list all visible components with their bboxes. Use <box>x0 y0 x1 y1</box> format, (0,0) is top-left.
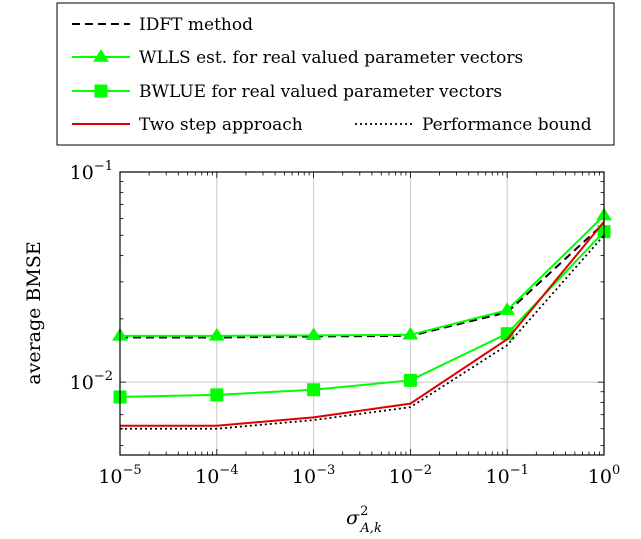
data-point <box>403 373 417 387</box>
series-line <box>120 214 605 337</box>
series-line <box>119 230 605 398</box>
data-point <box>305 327 322 341</box>
data-point <box>307 383 321 397</box>
legend-label: Two step approach <box>139 115 303 135</box>
plot-frame <box>119 171 605 456</box>
legend-label: Performance bound <box>422 115 592 135</box>
grid <box>120 172 604 455</box>
x-tick-label: 10−4 <box>195 463 238 488</box>
series-layer <box>112 207 612 430</box>
legend-box <box>56 2 615 146</box>
x-axis-label-sup: 2 <box>360 504 368 519</box>
y-axis-label: average BMSE <box>23 241 45 384</box>
legend-marker <box>93 49 109 62</box>
legend-label: BWLUE for real valued parameter vectors <box>139 82 502 102</box>
x-axis-label-sub: A,k <box>359 521 382 536</box>
series-line <box>120 234 605 430</box>
x-tick-label: 10−2 <box>389 463 432 488</box>
legend-entry: BWLUE for real valued parameter vectors <box>72 82 502 102</box>
legend-entry: WLLS est. for real valued parameter vect… <box>72 48 523 68</box>
y-tick-labels: 10−2 10−1 <box>70 159 113 394</box>
plot-area: 10−5 10−4 10−3 10−2 10−1 100 10−2 10−1 <box>70 159 621 488</box>
x-axis-label: σ2 A,k <box>346 504 382 536</box>
legend-label: WLLS est. for real valued parameter vect… <box>139 48 523 68</box>
x-tick-label: 10−3 <box>292 463 335 488</box>
y-tick-label: 10−2 <box>70 369 113 394</box>
legend-marker <box>94 84 108 98</box>
series-3 <box>120 221 605 427</box>
series-line <box>120 221 605 427</box>
series-4 <box>120 234 605 430</box>
x-axis-label-base: σ <box>346 507 360 529</box>
y-tick-label: 10−1 <box>70 159 113 184</box>
data-point <box>208 327 225 341</box>
legend: IDFT method WLLS est. for real valued par… <box>56 2 615 146</box>
series-0 <box>120 222 605 339</box>
legend-entry: IDFT method <box>72 15 253 35</box>
series-1 <box>112 207 612 341</box>
series-2 <box>113 225 611 404</box>
legend-entry: Performance bound <box>355 115 592 135</box>
data-point <box>210 388 224 402</box>
x-tick-labels: 10−5 10−4 10−3 10−2 10−1 100 <box>98 463 620 488</box>
legend-entry: Two step approach <box>72 115 303 135</box>
x-tick-label: 100 <box>588 463 620 488</box>
minor-ticks <box>119 172 604 455</box>
series-line <box>120 222 605 339</box>
data-point <box>499 302 516 315</box>
data-point <box>402 326 419 340</box>
legend-label: IDFT method <box>139 15 253 35</box>
x-tick-label: 10−1 <box>486 463 529 488</box>
x-tick-label: 10−5 <box>98 463 141 488</box>
